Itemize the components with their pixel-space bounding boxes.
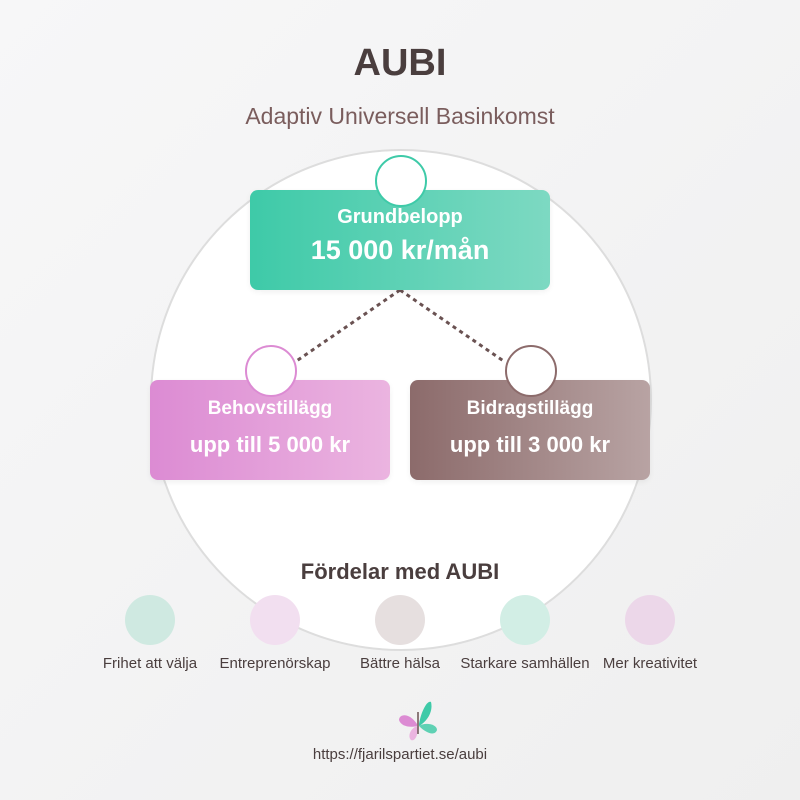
grundbelopp-box: Grundbelopp 15 000 kr/mån — [250, 190, 550, 290]
bidragstillagg-knob — [505, 345, 557, 397]
bidragstillagg-value: upp till 3 000 kr — [449, 432, 611, 457]
benefit-dot — [125, 595, 175, 645]
benefit-label: Bättre hälsa — [359, 655, 441, 672]
benefits-heading: Fördelar med AUBI — [300, 559, 500, 584]
benefit-label: Entreprenörskap — [219, 655, 331, 672]
behovstillagg-knob — [245, 345, 297, 397]
page-subtitle: Adaptiv Universell Basinkomst — [245, 103, 555, 129]
bidragstillagg-label: Bidragstillägg — [466, 398, 594, 419]
benefit-dot — [500, 595, 550, 645]
page-title: AUBI — [353, 42, 447, 84]
footer-url[interactable]: https://fjarilspartiet.se/aubi — [312, 746, 488, 763]
butterfly-icon — [399, 701, 437, 741]
grundbelopp-value: 15 000 kr/mån — [310, 235, 490, 265]
grundbelopp-label: Grundbelopp — [337, 206, 463, 228]
benefit-item: Starkare samhällen — [450, 595, 600, 680]
benefit-label: Frihet att välja — [102, 655, 198, 672]
benefit-item: Entreprenörskap — [200, 595, 350, 680]
benefit-label: Starkare samhällen — [460, 655, 590, 672]
benefit-item: Bättre hälsa — [325, 595, 475, 680]
benefit-label: Mer kreativitet — [602, 655, 698, 672]
behovstillagg-value: upp till 5 000 kr — [189, 432, 351, 457]
benefit-dot — [250, 595, 300, 645]
connector-left — [294, 288, 401, 364]
behovstillagg-box: Behovstillägg upp till 5 000 kr — [150, 380, 390, 480]
behovstillagg-label: Behovstillägg — [207, 398, 333, 419]
connector-right — [399, 288, 506, 364]
grundbelopp-knob — [375, 155, 427, 207]
benefit-dot — [625, 595, 675, 645]
benefit-item: Frihet att välja — [75, 595, 225, 680]
benefit-item: Mer kreativitet — [575, 595, 725, 680]
benefit-dot — [375, 595, 425, 645]
